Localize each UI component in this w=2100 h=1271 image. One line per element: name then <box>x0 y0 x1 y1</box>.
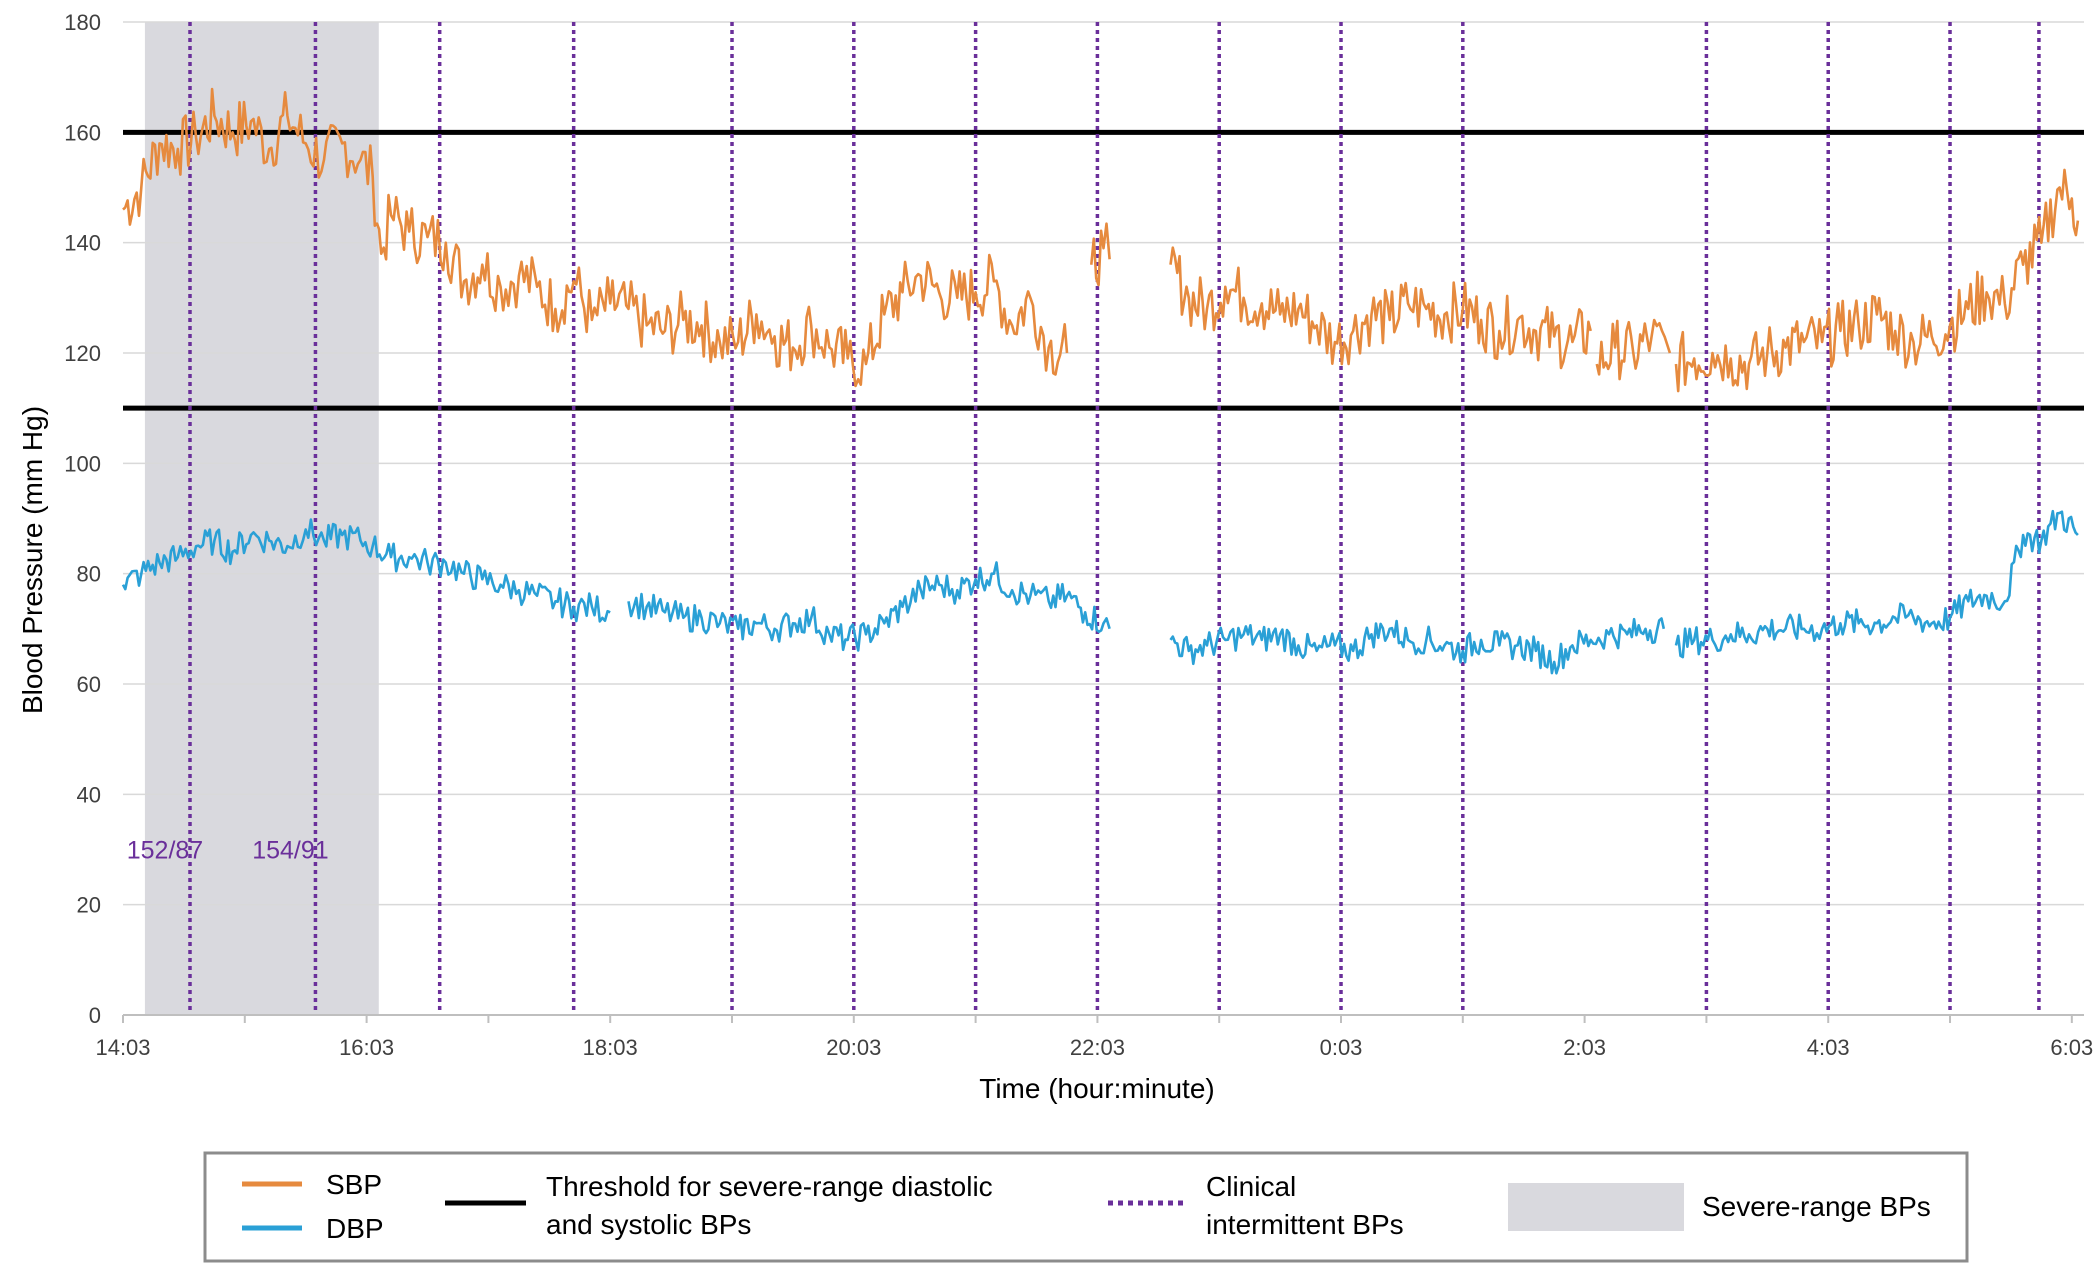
y-tick-label: 120 <box>64 341 101 366</box>
y-axis-title: Blood Pressure (mm Hg) <box>17 406 48 714</box>
x-tick-label: 0:03 <box>1320 1035 1363 1060</box>
legend-severe-swatch <box>1508 1183 1684 1231</box>
y-tick-label: 180 <box>64 10 101 35</box>
x-tick-label: 18:03 <box>583 1035 638 1060</box>
legend-sbp-label: SBP <box>326 1169 382 1200</box>
y-tick-label: 40 <box>77 782 101 807</box>
legend-dbp-label: DBP <box>326 1213 384 1244</box>
series-dbp-line <box>1674 509 2079 659</box>
x-tick-label: 2:03 <box>1563 1035 1606 1060</box>
y-tick-label: 80 <box>77 562 101 587</box>
x-tick-label: 4:03 <box>1807 1035 1850 1060</box>
y-tick-label: 0 <box>89 1003 101 1028</box>
x-tick-label: 22:03 <box>1070 1035 1125 1060</box>
x-tick-label: 14:03 <box>95 1035 150 1060</box>
y-tick-label: 160 <box>64 120 101 145</box>
series-dbp-line <box>627 561 1111 652</box>
x-axis-title: Time (hour:minute) <box>979 1073 1214 1104</box>
y-tick-label: 60 <box>77 672 101 697</box>
series-dbp-line <box>1169 617 1666 675</box>
legend-threshold-label-line2: and systolic BPs <box>546 1209 751 1240</box>
y-tick-label: 140 <box>64 231 101 256</box>
severe-range-band <box>144 22 379 1015</box>
clinical-bp-annotation: 154/91 <box>252 837 328 865</box>
y-tick-label: 100 <box>64 451 101 476</box>
x-tick-label: 6:03 <box>2050 1035 2093 1060</box>
series-dbp-line <box>121 518 611 623</box>
clinical-bp-annotation: 152/87 <box>127 837 203 865</box>
legend-severe-label: Severe-range BPs <box>1702 1191 1931 1222</box>
x-tick-label: 20:03 <box>826 1035 881 1060</box>
y-tick-label: 20 <box>77 893 101 918</box>
x-tick-label: 16:03 <box>339 1035 394 1060</box>
series-sbp-line <box>1595 318 1672 381</box>
series-sbp-line <box>1169 246 1592 370</box>
series-sbp-line <box>1090 222 1111 287</box>
legend: SBP DBP Threshold for severe-range diast… <box>203 1151 1969 1263</box>
legend-clinical-label-line1: Clinical <box>1206 1171 1296 1202</box>
legend-threshold-label-line1: Threshold for severe-range diastolic <box>546 1171 993 1202</box>
series-sbp-line <box>1674 168 2080 393</box>
legend-clinical-label-line2: intermittent BPs <box>1206 1209 1404 1240</box>
series-sbp-line <box>122 87 1069 388</box>
